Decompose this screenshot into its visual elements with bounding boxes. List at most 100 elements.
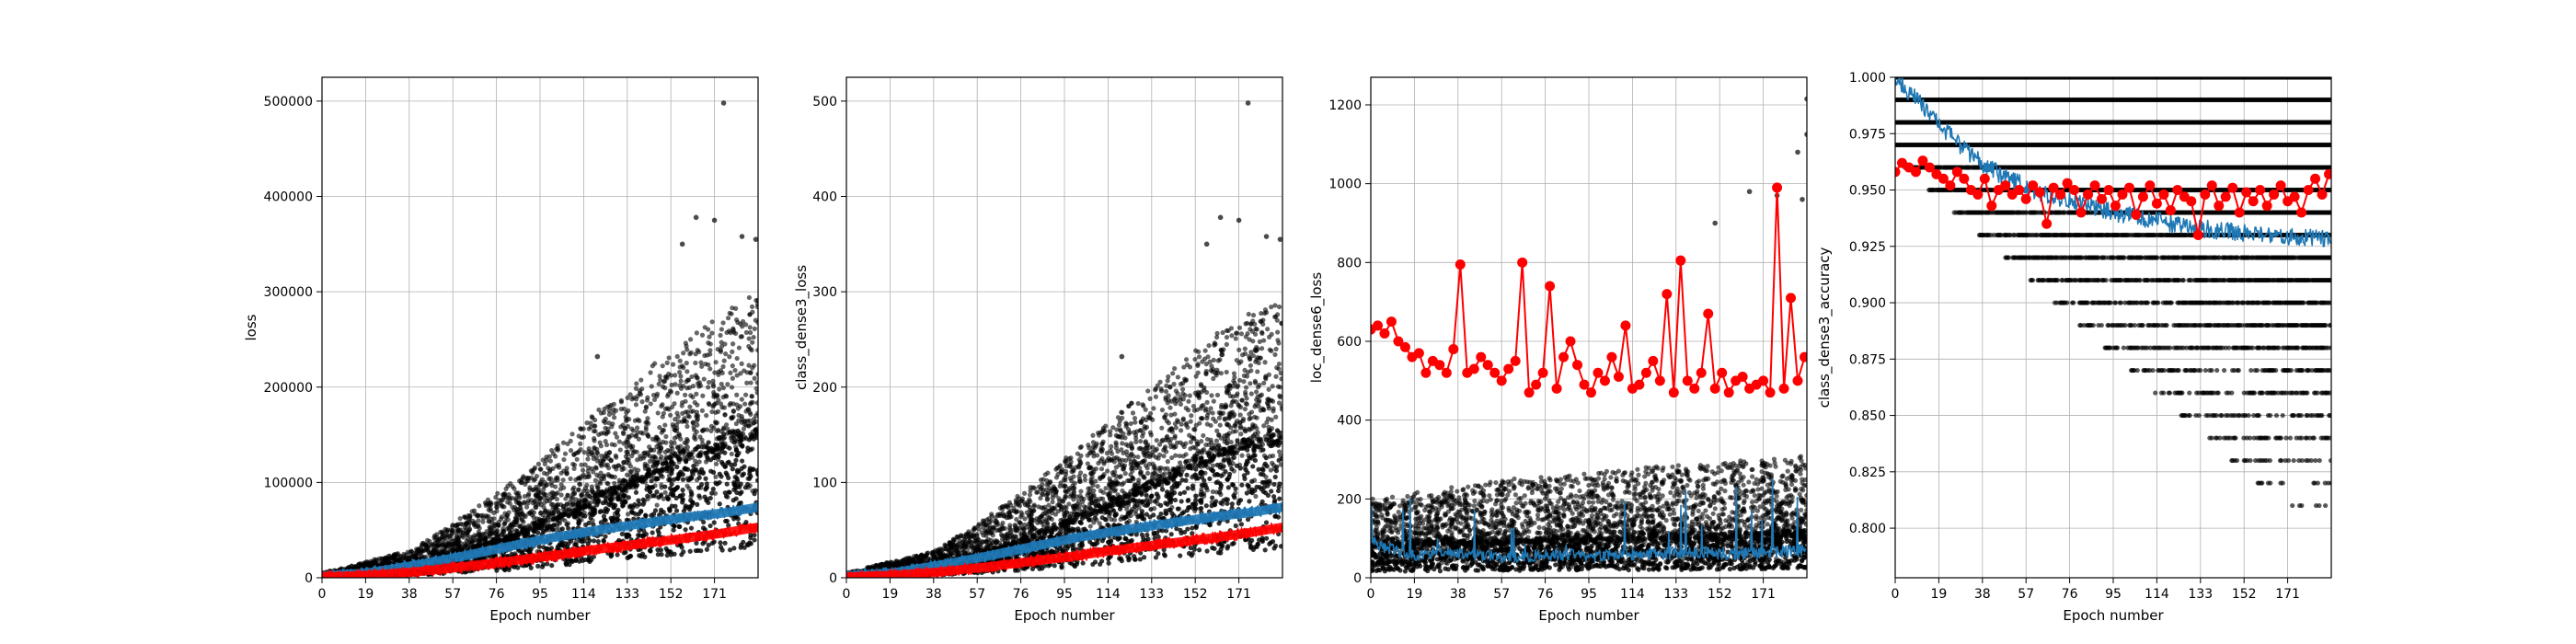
scatter-point xyxy=(487,524,492,530)
scatter-point xyxy=(706,362,711,368)
scatter-point xyxy=(707,523,713,529)
scatter-point xyxy=(660,427,665,433)
scatter-point xyxy=(608,554,614,559)
scatter-point xyxy=(555,447,561,453)
scatter-point xyxy=(647,444,652,450)
scatter-point xyxy=(564,469,569,475)
scatter-point xyxy=(733,457,739,463)
scatter-point xyxy=(696,349,702,355)
scatter-point xyxy=(734,392,740,397)
scatter-point xyxy=(736,418,742,423)
scatter-point xyxy=(643,476,649,481)
scatter-point xyxy=(672,477,677,482)
scatter-point xyxy=(743,519,749,525)
scatter-point xyxy=(730,328,736,333)
scatter-point xyxy=(749,394,754,399)
scatter-point xyxy=(576,520,581,525)
scatter-point xyxy=(709,408,715,415)
scatter-point xyxy=(752,326,757,331)
scatter-point xyxy=(628,479,634,485)
scatter-point xyxy=(643,513,649,519)
scatter-point xyxy=(561,456,567,463)
scatter-point xyxy=(432,550,438,557)
scatter-point xyxy=(722,412,728,418)
scatter-point xyxy=(654,489,660,495)
scatter-point xyxy=(599,453,604,459)
scatter-point xyxy=(537,518,543,524)
scatter-point xyxy=(518,505,523,511)
scatter-point xyxy=(482,500,489,506)
scatter-point xyxy=(754,380,758,385)
scatter-point xyxy=(533,504,538,511)
scatter-point xyxy=(590,489,595,494)
scatter-point xyxy=(677,358,683,363)
scatter-point xyxy=(648,370,653,375)
scatter-point xyxy=(569,431,575,437)
x-tick-label: 133 xyxy=(615,587,639,602)
scatter-point xyxy=(686,414,692,420)
outlier-point xyxy=(711,217,718,224)
scatter-point xyxy=(633,402,639,408)
scatter-point xyxy=(616,439,622,444)
scatter-point xyxy=(475,513,480,519)
scatter-point xyxy=(674,390,680,396)
scatter-point xyxy=(746,362,752,368)
scatter-point xyxy=(1192,356,1198,362)
scatter-point xyxy=(647,547,653,553)
scatter-point xyxy=(748,447,753,453)
scatter-point xyxy=(751,334,756,340)
scatter-point xyxy=(385,557,391,562)
scatter-point xyxy=(681,447,686,454)
scatter-point xyxy=(753,427,758,432)
scatter-point xyxy=(538,501,544,508)
scatter-point xyxy=(427,538,432,545)
scatter-point xyxy=(747,312,753,317)
scatter-point xyxy=(687,548,693,554)
scatter-point xyxy=(752,362,757,368)
scatter-point xyxy=(743,322,749,328)
scatter-point xyxy=(716,369,721,374)
scatter-point xyxy=(1157,379,1163,385)
scatter-point xyxy=(677,370,683,375)
scatter-point xyxy=(641,451,647,456)
scatter-point xyxy=(1275,329,1281,335)
scatter-point xyxy=(562,451,569,456)
scatter-point xyxy=(690,395,696,400)
scatter-point xyxy=(577,481,582,487)
scatter-point xyxy=(663,433,669,440)
scatter-point xyxy=(752,375,757,381)
scatter-point xyxy=(688,350,694,355)
scatter-point xyxy=(482,531,488,537)
scatter-point xyxy=(689,454,696,460)
scatter-point xyxy=(505,517,511,523)
scatter-point xyxy=(717,436,722,442)
scatter-point xyxy=(571,491,578,497)
scatter-point xyxy=(584,420,590,426)
scatter-point xyxy=(742,401,748,407)
scatter-point xyxy=(556,462,561,468)
scatter-point xyxy=(550,494,556,500)
outlier-point xyxy=(679,241,685,247)
scatter-point xyxy=(660,384,666,389)
scatter-point xyxy=(625,423,631,430)
scatter-point xyxy=(673,417,678,422)
scatter-point xyxy=(711,392,717,397)
scatter-point xyxy=(698,548,704,554)
scatter-point xyxy=(670,422,675,428)
scatter-point xyxy=(535,563,541,569)
scatter-point xyxy=(688,337,694,342)
scatter-point xyxy=(664,552,670,558)
scatter-point xyxy=(609,424,615,430)
scatter-point xyxy=(736,345,742,351)
scatter-point xyxy=(588,424,593,430)
scatter-point xyxy=(666,506,673,512)
scatter-point xyxy=(565,544,570,550)
scatter-point xyxy=(739,397,744,402)
scatter-point xyxy=(703,450,708,456)
scatter-point xyxy=(643,405,649,410)
scatter-point xyxy=(477,503,482,509)
scatter-point xyxy=(454,523,459,528)
scatter-point xyxy=(746,423,752,429)
scatter-point xyxy=(604,480,610,486)
y-tick-label: 100000 xyxy=(264,476,313,490)
